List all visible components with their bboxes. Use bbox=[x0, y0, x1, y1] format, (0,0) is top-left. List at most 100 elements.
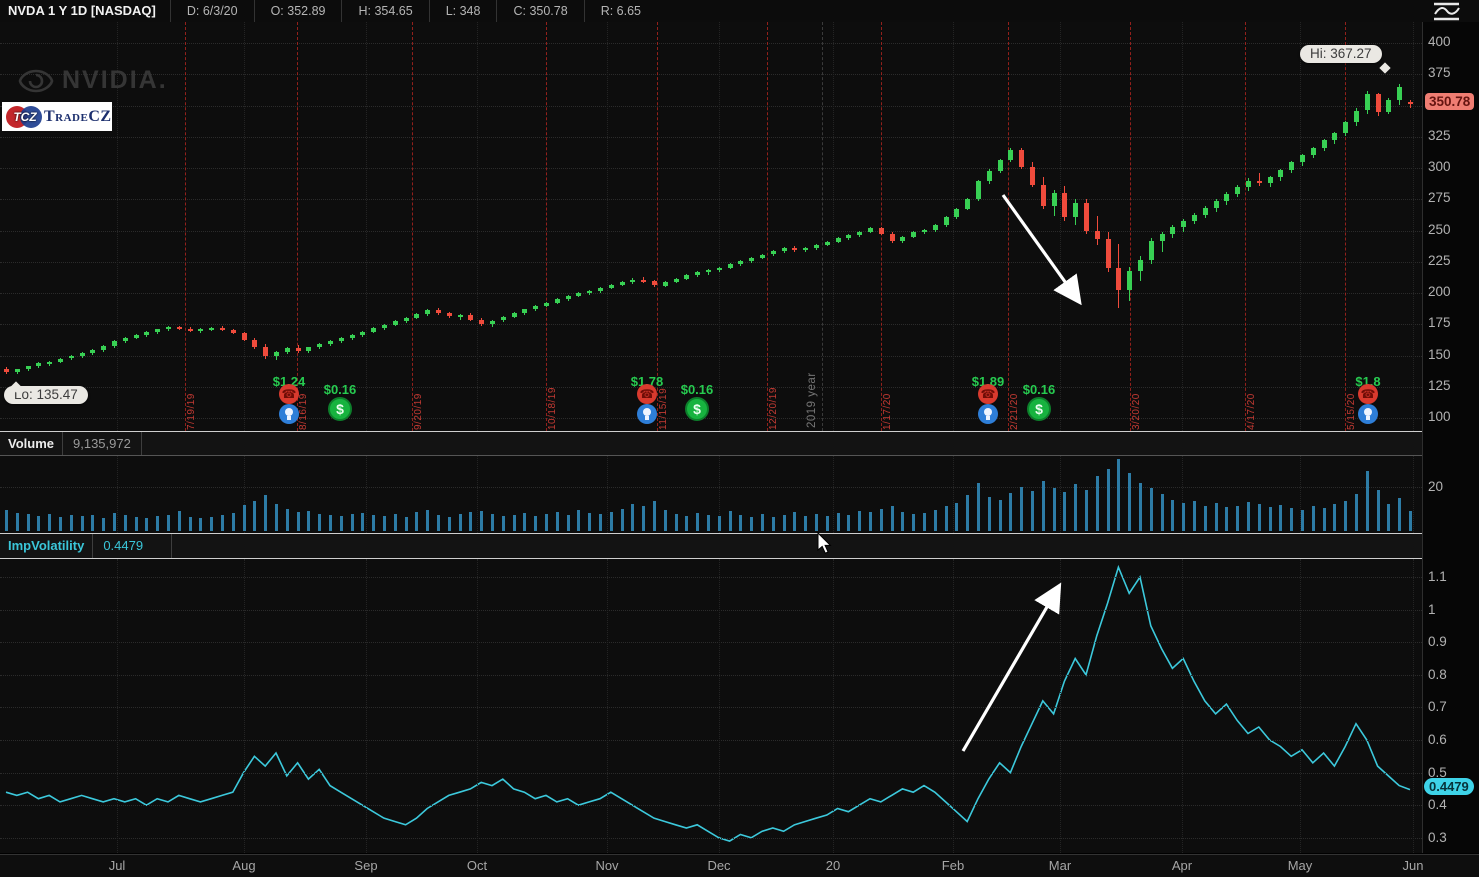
candle-body bbox=[1235, 187, 1241, 194]
volume-bar bbox=[188, 517, 192, 531]
volume-bar bbox=[987, 496, 991, 531]
volume-bar bbox=[437, 515, 440, 531]
candle-body bbox=[1408, 101, 1413, 105]
earnings-call-icon[interactable]: ☎ bbox=[637, 384, 657, 404]
month-gridline bbox=[1060, 559, 1061, 853]
candle-body bbox=[1148, 241, 1154, 260]
volume-chart-panel[interactable] bbox=[0, 456, 1422, 533]
dividend-icon[interactable]: $ bbox=[1027, 397, 1051, 421]
month-gridline bbox=[117, 559, 118, 853]
idea-lightbulb-icon[interactable] bbox=[1358, 404, 1378, 424]
earnings-amount-label: $1.78 bbox=[630, 374, 664, 389]
candle-body bbox=[317, 344, 323, 348]
candle-body bbox=[198, 329, 204, 332]
candle-body bbox=[403, 317, 409, 322]
volume-bar bbox=[501, 515, 505, 531]
lightbulb-base bbox=[986, 416, 990, 420]
volume-bar bbox=[447, 516, 451, 531]
volume-bar bbox=[642, 506, 646, 531]
time-axis[interactable]: Jul Aug Sep Oct Nov Dec 20 Feb Mar Apr May Jun bbox=[0, 854, 1479, 877]
year-divider-label: 2019 year bbox=[806, 372, 818, 428]
volume-panel-title[interactable]: Volume bbox=[8, 436, 54, 451]
time-axis-label: Feb bbox=[941, 858, 965, 873]
candle-body bbox=[846, 235, 852, 239]
candle-body bbox=[14, 369, 20, 372]
iv-axis-tick: 0.5 bbox=[1428, 764, 1447, 780]
candle-body bbox=[47, 361, 53, 364]
iv-panel-title[interactable]: ImpVolatility bbox=[8, 538, 85, 553]
month-gridline bbox=[719, 559, 720, 853]
volume-bar bbox=[1128, 473, 1132, 531]
candle-body bbox=[1300, 155, 1305, 163]
volume-bar bbox=[555, 511, 559, 531]
candle-body bbox=[792, 248, 798, 251]
price-gridline bbox=[0, 324, 1422, 326]
candle-body bbox=[587, 291, 593, 294]
candle-body bbox=[230, 330, 236, 334]
earnings-call-icon[interactable]: ☎ bbox=[1358, 384, 1378, 404]
month-gridline bbox=[833, 22, 834, 431]
month-gridline bbox=[366, 456, 367, 533]
candle-body bbox=[1278, 169, 1284, 178]
volume-bar bbox=[1355, 493, 1358, 531]
candle-body bbox=[1397, 86, 1403, 101]
candle-body bbox=[706, 269, 711, 272]
candle-body bbox=[889, 233, 895, 242]
chart-header-bar: NVDA 1 Y 1D [NASDAQ] D: 6/3/20 O: 352.89… bbox=[0, 0, 1479, 23]
candle-body bbox=[436, 310, 441, 314]
nvidia-eye-icon bbox=[18, 69, 54, 92]
candle-body bbox=[608, 284, 614, 289]
candle-body bbox=[490, 320, 495, 325]
expiration-line bbox=[1130, 22, 1131, 431]
iv-axis-tick: 0.7 bbox=[1428, 699, 1447, 715]
candle-body bbox=[749, 257, 755, 262]
volume-bar bbox=[1365, 470, 1369, 531]
volume-bar bbox=[955, 502, 959, 531]
expiration-date-label: 9/20/19 bbox=[413, 393, 424, 430]
volume-bar bbox=[102, 517, 106, 531]
candle-body bbox=[932, 224, 938, 230]
volume-bar bbox=[588, 512, 592, 531]
volume-bar bbox=[1290, 508, 1294, 531]
month-gridline bbox=[1413, 22, 1414, 431]
last-price-badge: 350.78 bbox=[1425, 93, 1475, 110]
volume-bar bbox=[609, 512, 613, 531]
iv-chart-panel[interactable] bbox=[0, 559, 1422, 853]
lightbulb-base bbox=[645, 416, 649, 420]
iv-line-series bbox=[5, 564, 1411, 842]
volume-bar bbox=[663, 510, 667, 531]
volume-bar bbox=[1409, 511, 1412, 531]
candle-body bbox=[371, 328, 377, 332]
candle-body bbox=[360, 331, 366, 336]
candle-body bbox=[295, 347, 301, 352]
price-axis-tick: 125 bbox=[1428, 377, 1451, 393]
candle-body bbox=[976, 180, 981, 200]
price-chart-panel[interactable]: 7/19/19 8/16/19 9/20/19 10/18/19 11/15/19 12/… bbox=[0, 22, 1422, 431]
candle-body bbox=[1321, 140, 1327, 148]
time-axis-label: Apr bbox=[1171, 858, 1193, 873]
month-gridline bbox=[477, 456, 478, 533]
dividend-icon[interactable]: $ bbox=[685, 397, 709, 421]
iv-axis-tick: 1.1 bbox=[1428, 569, 1447, 584]
candle-body bbox=[1267, 177, 1273, 183]
chart-studies-icon[interactable] bbox=[1432, 2, 1462, 21]
candle-wick bbox=[1258, 172, 1260, 187]
idea-lightbulb-icon[interactable] bbox=[978, 404, 998, 424]
volume-bar bbox=[685, 515, 689, 531]
symbol-title[interactable]: NVDA 1 Y 1D [NASDAQ] bbox=[8, 3, 156, 18]
expiration-date-label: 3/20/20 bbox=[1131, 393, 1142, 430]
price-axis-gutter[interactable]: 350.78 20 0.4479 400 375 325 300 275 250 225 20… bbox=[1422, 22, 1479, 853]
earnings-call-icon[interactable]: ☎ bbox=[978, 384, 998, 404]
dividend-icon[interactable]: $ bbox=[328, 397, 352, 421]
idea-lightbulb-icon[interactable] bbox=[279, 404, 299, 424]
volume-bar bbox=[890, 505, 894, 531]
volume-bar bbox=[80, 516, 84, 531]
earnings-call-icon[interactable]: ☎ bbox=[279, 384, 299, 404]
dividend-amount-label: $0.16 bbox=[680, 382, 714, 397]
price-axis-tick: 325 bbox=[1428, 127, 1451, 143]
candle-body bbox=[122, 338, 128, 341]
volume-bar bbox=[177, 511, 181, 531]
idea-lightbulb-icon[interactable] bbox=[637, 404, 657, 424]
volume-bar bbox=[815, 514, 818, 531]
volume-bar bbox=[869, 512, 872, 531]
